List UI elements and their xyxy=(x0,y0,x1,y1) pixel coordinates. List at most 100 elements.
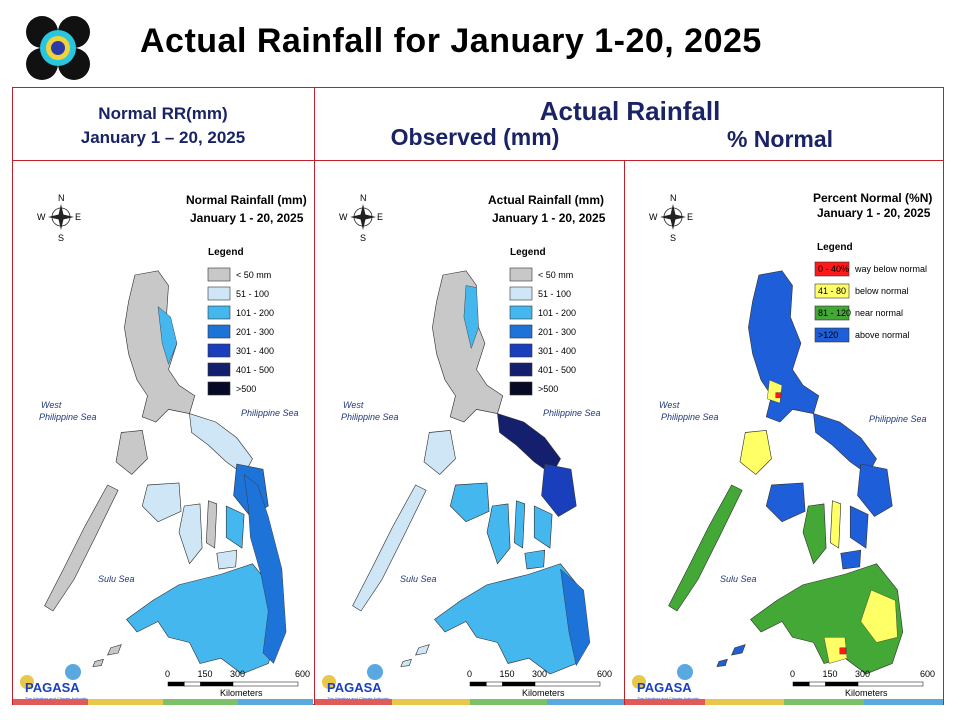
island-panay xyxy=(765,482,806,523)
legend-swatch xyxy=(814,327,850,343)
region-overlay xyxy=(560,568,591,667)
legend-label: < 50 mm xyxy=(538,270,573,280)
island-samar xyxy=(541,463,577,517)
legend-label: 51 - 100 xyxy=(236,289,269,299)
island-negros xyxy=(802,503,827,565)
normal-rr-header: Normal RR(mm) January 1 – 20, 2025 xyxy=(14,102,312,150)
legend-label: < 50 mm xyxy=(236,270,271,280)
legend-swatch xyxy=(207,267,231,282)
philippine-sea-label: Philippine Sea xyxy=(241,408,299,418)
island-cebu xyxy=(205,500,218,549)
scale-bar: 0 150 300 600 xyxy=(165,669,310,687)
footer-color-strip xyxy=(784,699,864,705)
map-title: Actual Rainfall (mm) xyxy=(488,193,604,207)
legend-title: Legend xyxy=(208,247,244,258)
normal-rr-period: January 1 – 20, 2025 xyxy=(80,128,246,147)
legend-swatch xyxy=(207,305,231,320)
island-palawan xyxy=(44,484,119,612)
legend-swatch xyxy=(207,362,231,377)
west-philippine-sea-label-2: Philippine Sea xyxy=(39,412,97,422)
legend-swatch xyxy=(509,286,533,301)
legend-swatch xyxy=(509,362,533,377)
compass-n: N xyxy=(670,193,677,203)
region-overlay xyxy=(775,392,782,399)
west-philippine-sea-label-2: Philippine Sea xyxy=(341,412,399,422)
footer-color-strip xyxy=(88,699,163,705)
island-mindoro xyxy=(423,430,456,475)
pagasa-logo: PAGASAThe Weather and Climate Authority xyxy=(632,664,699,701)
west-philippine-sea-label: West xyxy=(659,400,680,410)
scale-unit: Kilometers xyxy=(522,688,565,698)
scale-tick-label: 0 xyxy=(165,669,170,679)
region-overlay xyxy=(463,285,479,350)
region-overlay xyxy=(839,647,847,655)
legend-label: below normal xyxy=(855,286,909,296)
island-sulu xyxy=(400,644,430,668)
percent-normal-map: N S E W Percent Normal (%N) January 1 - 20, 2… xyxy=(625,160,943,705)
map-svg: N S E W Normal Rainfall (mm) January 1 - 20, … xyxy=(20,193,310,701)
compass-e: E xyxy=(687,212,693,222)
pagasa-logo: PAGASAThe Weather and Climate Authority xyxy=(322,664,389,701)
scale-tick-label: 300 xyxy=(532,669,547,679)
legend-label: near normal xyxy=(855,308,903,318)
legend-title: Legend xyxy=(817,242,853,253)
legend-label: 301 - 400 xyxy=(538,346,576,356)
pagasa-wordmark: PAGASA xyxy=(637,680,692,695)
scale-bar: 0 150 300 600 xyxy=(790,669,935,687)
legend-title: Legend xyxy=(510,247,546,258)
footer-color-strip xyxy=(863,699,943,705)
legend-swatch xyxy=(207,343,231,358)
island-negros xyxy=(178,503,203,565)
philippine-sea-label: Philippine Sea xyxy=(869,414,927,424)
normal-rainfall-map: N S E W Normal Rainfall (mm) January 1 - 20, … xyxy=(13,160,313,705)
region-overlay xyxy=(157,306,178,365)
compass-n: N xyxy=(58,193,65,203)
west-philippine-sea-label: West xyxy=(343,400,364,410)
scale-tick-label: 600 xyxy=(597,669,612,679)
island-mindanao xyxy=(126,563,280,675)
actual-rainfall-map: N S E W Actual Rainfall (mm) January 1 - 20, … xyxy=(315,160,624,705)
compass-s: S xyxy=(360,233,366,243)
pagasa-wordmark: PAGASA xyxy=(327,680,382,695)
actual-rainfall-header: Actual Rainfall xyxy=(539,96,721,126)
scale-unit: Kilometers xyxy=(845,688,888,698)
island-mindanao xyxy=(434,563,588,675)
footer-color-strip xyxy=(469,699,547,705)
legend-label: 201 - 300 xyxy=(236,327,274,337)
map-subtitle: January 1 - 20, 2025 xyxy=(492,211,606,225)
observed-header: Observed (mm) xyxy=(390,124,560,150)
island-palawan xyxy=(668,484,743,612)
legend-label: 51 - 100 xyxy=(538,289,571,299)
pagasa-wordmark: PAGASA xyxy=(25,680,80,695)
sulu-sea-label: Sulu Sea xyxy=(400,574,437,584)
footer-color-strip xyxy=(625,699,705,705)
island-cebu xyxy=(513,500,526,549)
west-philippine-sea-label: West xyxy=(41,400,62,410)
compass-e: E xyxy=(75,212,81,222)
legend-swatch xyxy=(814,283,850,299)
footer-color-strip xyxy=(13,699,88,705)
region-overlay xyxy=(243,474,287,664)
legend-label: >500 xyxy=(538,384,558,394)
legend-swatch xyxy=(509,305,533,320)
legend-swatch xyxy=(207,324,231,339)
legend-label: 101 - 200 xyxy=(538,308,576,318)
compass-n: N xyxy=(360,193,367,203)
legend-range: >120 xyxy=(818,330,838,340)
legend-range: 81 - 120 xyxy=(818,308,851,318)
compass-rose-icon xyxy=(350,204,376,230)
legend-label: 101 - 200 xyxy=(236,308,274,318)
legend-swatch xyxy=(207,381,231,396)
page-title: Actual Rainfall for January 1-20, 2025 xyxy=(140,22,762,60)
legend-label: 401 - 500 xyxy=(236,365,274,375)
legend-label: >500 xyxy=(236,384,256,394)
footer-color-strip xyxy=(546,699,624,705)
legend: < 50 mm 51 - 100 101 - 200 201 - 300 301 - 4… xyxy=(509,267,576,396)
island-luzon xyxy=(124,270,196,423)
island-sulu xyxy=(92,644,122,668)
legend-swatch xyxy=(509,324,533,339)
island-leyte xyxy=(533,505,553,549)
pagasa-seal-logo xyxy=(24,14,92,82)
island-bohol xyxy=(216,549,238,570)
island-mindoro xyxy=(739,430,772,475)
